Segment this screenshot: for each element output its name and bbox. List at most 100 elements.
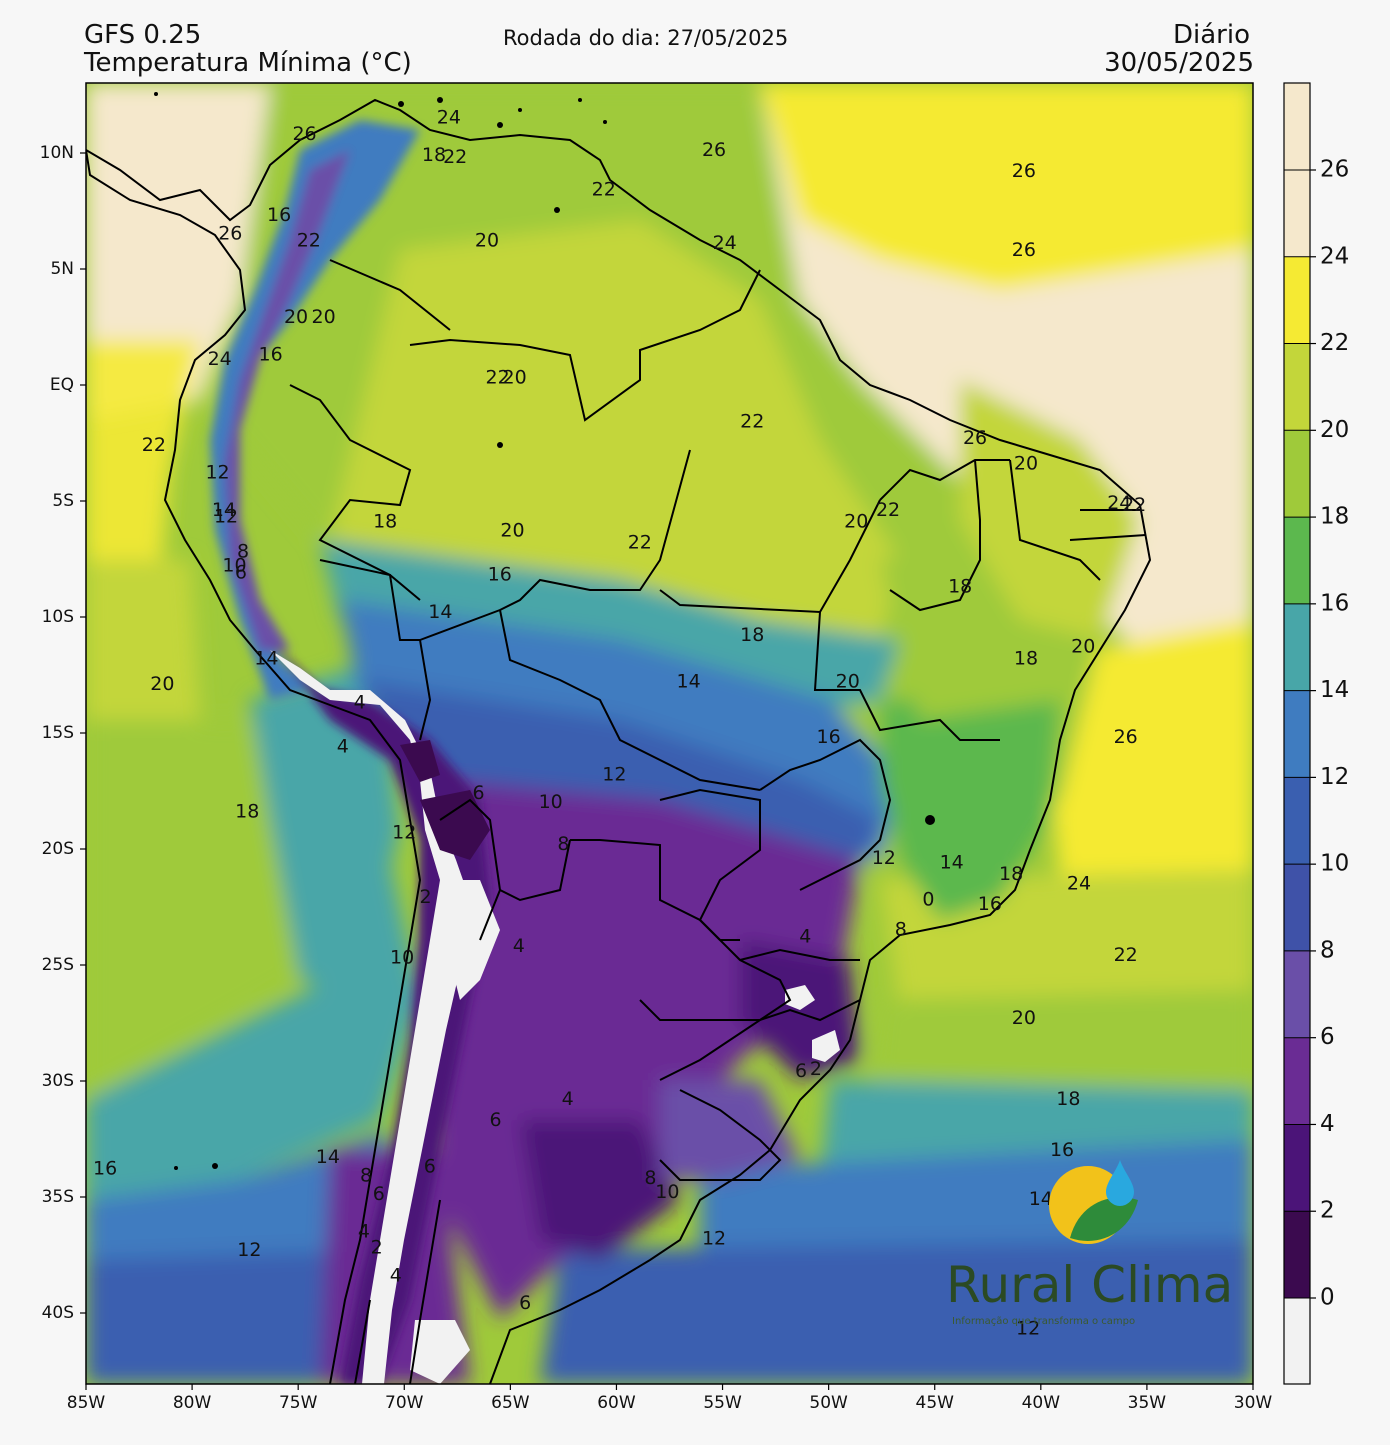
contour-label: 22 — [142, 434, 166, 456]
contour-label: 8 — [237, 541, 249, 563]
contour-label: 14 — [428, 601, 452, 623]
contour-label: 4 — [799, 926, 811, 948]
contour-label: 18 — [999, 863, 1023, 885]
contour-label: 18 — [373, 510, 397, 532]
contour-label: 22 — [1114, 944, 1138, 966]
leaf-icon — [1070, 1197, 1138, 1241]
colorbar-label: 26 — [1320, 157, 1349, 183]
contour-label: 8 — [360, 1165, 372, 1187]
colorbar-segment — [1284, 950, 1310, 1038]
contour-label: 22 — [297, 230, 321, 252]
colorbar-segment — [1284, 430, 1310, 518]
contour-label: 16 — [267, 204, 291, 226]
contour-label: 12 — [237, 1239, 261, 1261]
contour-label: 4 — [358, 1220, 370, 1242]
contour-label: 14 — [254, 647, 278, 669]
lat-tick-label: 10N — [40, 143, 74, 163]
contour-label: 12 — [1016, 1318, 1040, 1340]
contour-label: 12 — [872, 847, 896, 869]
frequency-label: Diário — [1173, 20, 1250, 50]
lat-tick-label: 20S — [42, 839, 74, 859]
contour-label: 20 — [1071, 636, 1095, 658]
contour-label: 2 — [810, 1058, 822, 1080]
variable-title: Temperatura Mínima (°C) — [84, 48, 412, 78]
contour-label: 24 — [208, 348, 232, 370]
colorbar-segment — [1284, 83, 1310, 170]
lat-tick-label: 30S — [42, 1071, 74, 1091]
lon-tick-label: 45W — [916, 1393, 955, 1413]
lon-tick-label: 50W — [809, 1393, 848, 1413]
contour-label: 24 — [1107, 492, 1131, 514]
lat-tick-label: 15S — [42, 723, 74, 743]
contour-label: 4 — [354, 691, 366, 713]
colorbar-segment — [1284, 690, 1310, 778]
run-date: Rodada do dia: 27/05/2025 — [503, 26, 789, 50]
contour-label: 6 — [795, 1060, 807, 1082]
latitude-axis: 10N 5N EQ 5S 10S 15S 20S 25S 30S 35S 40S — [40, 143, 86, 1323]
contour-label: 20 — [503, 367, 527, 389]
contour-label: 16 — [259, 343, 283, 365]
contour-label: 22 — [443, 146, 467, 168]
contour-label: 20 — [836, 670, 860, 692]
colorbar-label: 20 — [1320, 417, 1349, 443]
contour-label: 20 — [500, 520, 524, 542]
contour-label: 4 — [562, 1088, 574, 1110]
longitude-axis: 85W 80W 75W 70W 65W 60W 55W 50W 45W 40W 35W 30W — [67, 1384, 1272, 1413]
contour-label: 2 — [419, 886, 431, 908]
lon-tick-label: 75W — [279, 1393, 318, 1413]
contour-label: 2 — [371, 1237, 383, 1259]
colorbar-segment — [1284, 256, 1310, 344]
contour-label: 18 — [235, 800, 259, 822]
contour-label: 10 — [539, 791, 563, 813]
temperature-field — [86, 83, 1253, 1384]
contour-label: 0 — [922, 889, 934, 911]
water-drop-icon — [1106, 1160, 1134, 1206]
colorbar-label: 12 — [1320, 764, 1349, 790]
contour-label: 26 — [702, 139, 726, 161]
logo-tagline: Informação que transforma o campo — [952, 1316, 1135, 1327]
contour-label: 6 — [373, 1183, 385, 1205]
colorbar-label: 6 — [1320, 1024, 1335, 1050]
lon-tick-label: 65W — [491, 1393, 530, 1413]
lon-tick-label: 55W — [703, 1393, 742, 1413]
contour-label: 20 — [475, 230, 499, 252]
contour-label: 20 — [312, 306, 336, 328]
lat-tick-label: 5N — [50, 259, 74, 279]
valid-date: 30/05/2025 — [1104, 48, 1254, 78]
colorbar-frame — [1283, 82, 1311, 1385]
contour-label: 18 — [948, 575, 972, 597]
contour-label: 20 — [844, 510, 868, 532]
contour-label: 16 — [817, 726, 841, 748]
lat-tick-label: EQ — [50, 375, 74, 395]
contour-label: 14 — [940, 851, 964, 873]
contour-label: 6 — [235, 561, 247, 583]
contour-label: 26 — [1012, 239, 1036, 261]
contour-label: 20 — [150, 673, 174, 695]
colorbar-label: 22 — [1320, 330, 1349, 356]
lon-tick-label: 35W — [1128, 1393, 1167, 1413]
lon-tick-label: 60W — [597, 1393, 636, 1413]
lat-tick-label: 35S — [42, 1187, 74, 1207]
contour-label: 22 — [592, 179, 616, 201]
colorbar-segment — [1284, 1298, 1310, 1384]
contour-label: 12 — [214, 506, 238, 528]
contour-label: 24 — [713, 232, 737, 254]
rural-clima-logo: Rural Clima Informação que transforma o … — [946, 1160, 1233, 1327]
colorbar-segment — [1284, 517, 1310, 604]
contour-label: 10 — [655, 1181, 679, 1203]
contour-label: 8 — [644, 1167, 656, 1189]
lon-tick-label: 70W — [385, 1393, 424, 1413]
colorbar-label: 2 — [1320, 1198, 1335, 1224]
contour-label: 18 — [1056, 1088, 1080, 1110]
colorbar-segment — [1284, 1211, 1310, 1298]
contour-label: 12 — [702, 1227, 726, 1249]
contour-label: 20 — [284, 306, 308, 328]
contour-label: 26 — [292, 123, 316, 145]
colorbar-label: 10 — [1320, 851, 1349, 877]
contour-label: 22 — [876, 499, 900, 521]
contour-label: 12 — [205, 462, 229, 484]
contour-label: 22 — [628, 531, 652, 553]
contour-label: 14 — [212, 499, 236, 521]
contour-label: 26 — [1012, 160, 1036, 182]
